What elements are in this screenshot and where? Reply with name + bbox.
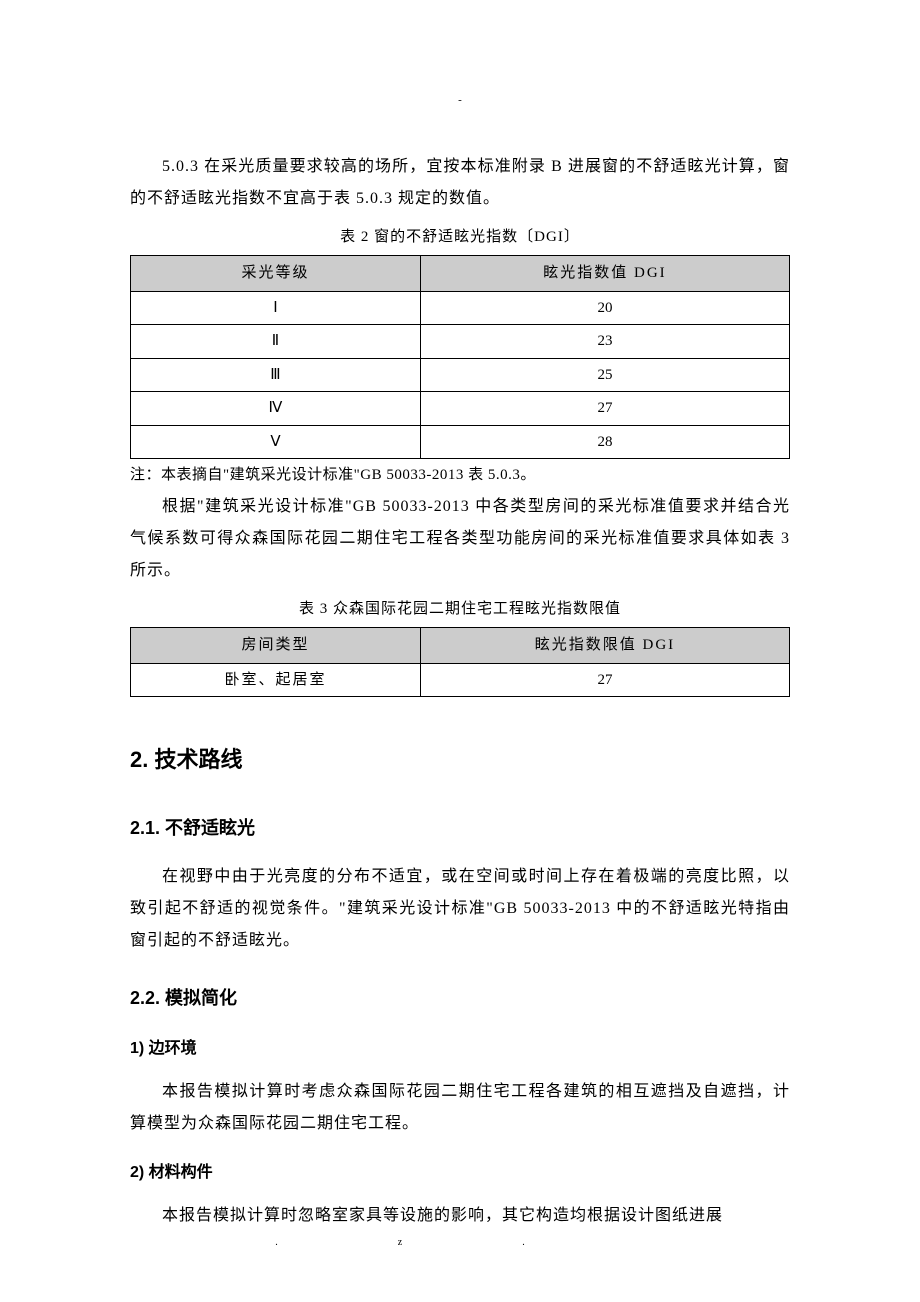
table2-cell: Ⅲ [131, 358, 421, 392]
table2: 采光等级 眩光指数值 DGI Ⅰ 20 Ⅱ 23 Ⅲ 25 Ⅳ 27 Ⅴ 28 [130, 255, 790, 459]
table-row: Ⅲ 25 [131, 358, 790, 392]
footer-left: . [275, 1237, 398, 1248]
heading-2: 2. 技术路线 [130, 739, 790, 781]
table3-header-0: 房间类型 [131, 628, 421, 664]
table-row: Ⅳ 27 [131, 392, 790, 426]
page-top-dash: - [130, 90, 790, 111]
table2-cell: Ⅰ [131, 291, 421, 325]
table-row: 卧室、起居室 27 [131, 663, 790, 697]
table2-caption: 表 2 窗的不舒适眩光指数〔DGI〕 [130, 223, 790, 252]
heading-2-2: 2.2. 模拟简化 [130, 981, 790, 1015]
table2-note: 注：本表摘自"建筑采光设计标准"GB 50033-2013 表 5.0.3。 [130, 463, 790, 489]
table3-cell: 卧室、起居室 [131, 663, 421, 697]
table-header-row: 采光等级 眩光指数值 DGI [131, 256, 790, 292]
table2-cell: 23 [420, 325, 789, 359]
table-header-row: 房间类型 眩光指数限值 DGI [131, 628, 790, 664]
table2-cell: Ⅱ [131, 325, 421, 359]
table3-header-1: 眩光指数限值 DGI [420, 628, 789, 664]
table2-cell: 20 [420, 291, 789, 325]
heading-2-2-item1: 1) 边环境 [130, 1034, 790, 1064]
heading-2-1: 2.1. 不舒适眩光 [130, 811, 790, 845]
table2-cell: 28 [420, 425, 789, 459]
para-2-2-item1: 本报告模拟计算时考虑众森国际花园二期住宅工程各建筑的相互遮挡及自遮挡，计算模型为… [130, 1076, 790, 1140]
table2-cell: Ⅳ [131, 392, 421, 426]
para-503: 5.0.3 在采光质量要求较高的场所，宜按本标准附录 B 进展窗的不舒适眩光计算… [130, 151, 790, 215]
para-after-table2: 根据"建筑采光设计标准"GB 50033-2013 中各类型房间的采光标准值要求… [130, 491, 790, 587]
page-footer: .z. [0, 1233, 920, 1252]
table3-caption: 表 3 众森国际花园二期住宅工程眩光指数限值 [130, 595, 790, 624]
table2-header-1: 眩光指数值 DGI [420, 256, 789, 292]
table2-cell: Ⅴ [131, 425, 421, 459]
table2-cell: 27 [420, 392, 789, 426]
table-row: Ⅰ 20 [131, 291, 790, 325]
footer-right: z. [398, 1237, 645, 1248]
heading-2-2-item2: 2) 材料构件 [130, 1158, 790, 1188]
para-2-1: 在视野中由于光亮度的分布不适宜，或在空间或时间上存在着极端的亮度比照，以致引起不… [130, 861, 790, 957]
para-2-2-item2: 本报告模拟计算时忽略室家具等设施的影响，其它构造均根据设计图纸进展 [130, 1200, 790, 1232]
table2-header-0: 采光等级 [131, 256, 421, 292]
table-row: Ⅱ 23 [131, 325, 790, 359]
table-row: Ⅴ 28 [131, 425, 790, 459]
table3-cell: 27 [420, 663, 789, 697]
table3: 房间类型 眩光指数限值 DGI 卧室、起居室 27 [130, 627, 790, 697]
table2-cell: 25 [420, 358, 789, 392]
